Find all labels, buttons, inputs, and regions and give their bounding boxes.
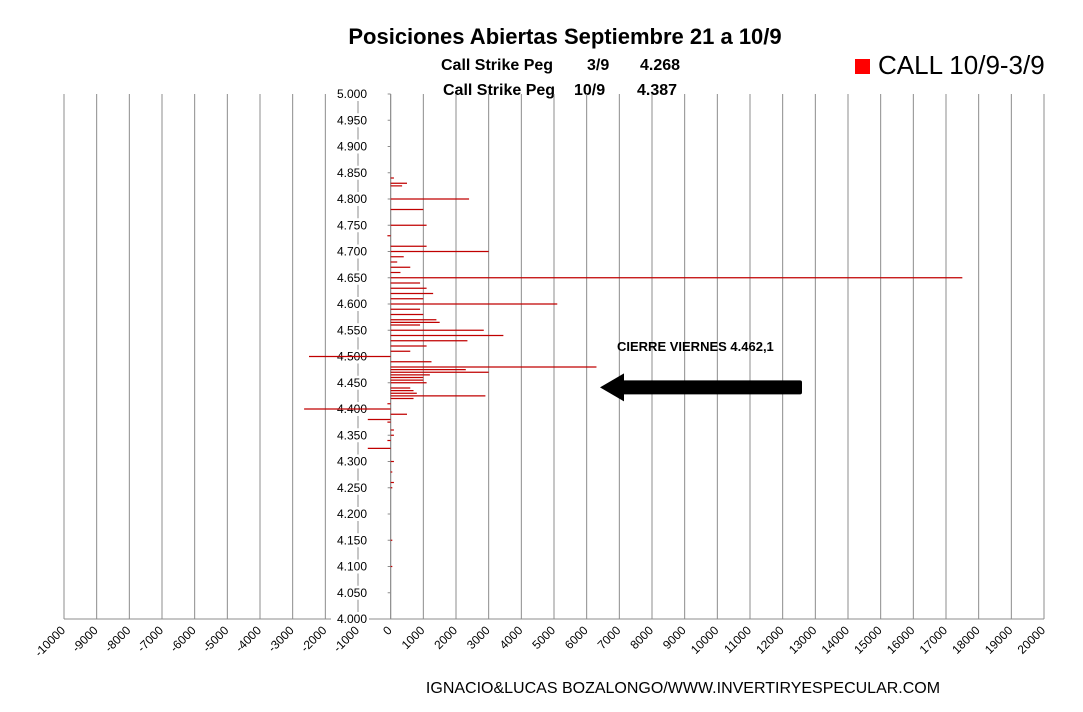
x-tick-label: 20000 [1015, 623, 1049, 657]
chart-title: Posiciones Abiertas Septiembre 21 a 10/9 [348, 24, 781, 49]
x-axis-tick-labels: -10000 -9000 -8000 -7000 -6000 -5000 -4000 -300… [32, 623, 1049, 660]
x-tick-label: -7000 [135, 623, 167, 655]
y-tick-label: 4.300 [337, 455, 367, 469]
y-tick-label: 4.250 [337, 481, 367, 495]
vertical-gridlines [63, 94, 1045, 619]
x-tick-label: -9000 [69, 623, 101, 655]
x-tick-label: 16000 [884, 623, 918, 657]
legend-label: CALL 10/9-3/9 [878, 50, 1045, 80]
x-tick-label: 14000 [819, 623, 853, 657]
legend: CALL 10/9-3/9 [855, 50, 1045, 80]
y-tick-label-bg [331, 612, 369, 626]
x-tick-label: -3000 [265, 623, 297, 655]
y-axis: 4.000 4.050 4.100 4.150 4.200 4.250 4.300 4.350… [64, 87, 1044, 626]
x-tick-label: 19000 [982, 623, 1016, 657]
subtitle-line-2: Call Strike Peg 10/9 4.387 [443, 82, 677, 99]
x-tick-label: 3000 [464, 623, 493, 652]
x-tick-label: 12000 [753, 623, 787, 657]
x-tick-label: 0 [380, 623, 395, 638]
x-tick-label: -8000 [102, 623, 134, 655]
x-tick-label: 8000 [627, 623, 656, 652]
y-tick-label-bg [331, 218, 369, 233]
y-tick-label-bg [331, 480, 369, 495]
y-tick-label: 4.050 [337, 586, 367, 600]
legend-swatch [855, 59, 870, 74]
x-tick-label: -4000 [233, 623, 265, 655]
y-tick-label: 4.800 [337, 192, 367, 206]
y-tick-label-bg [331, 375, 369, 390]
y-tick-label: 4.350 [337, 428, 367, 442]
x-tick-label: -6000 [167, 623, 199, 655]
y-tick-label: 4.900 [337, 140, 367, 154]
y-tick-label-bg [331, 533, 369, 548]
y-tick-label: 4.650 [337, 271, 367, 285]
x-tick-label: -2000 [298, 623, 330, 655]
y-tick-label: 5.000 [337, 87, 367, 101]
x-tick-label: 1000 [399, 623, 428, 652]
subtitle-2-value: 4.387 [637, 82, 677, 99]
subtitle-2-label: Call Strike Peg [443, 82, 555, 99]
y-tick-label-bg [331, 244, 369, 259]
x-tick-label: 13000 [786, 623, 820, 657]
x-tick-label: -5000 [200, 623, 232, 655]
y-tick-label: 4.600 [337, 297, 367, 311]
x-tick-label: 2000 [431, 623, 460, 652]
bar-series [304, 177, 963, 568]
y-tick-label-bg [331, 507, 369, 521]
x-tick-label: 17000 [917, 623, 951, 657]
y-tick-label-bg [331, 454, 369, 469]
x-tick-label: -1000 [331, 623, 363, 655]
x-tick-label: 4000 [497, 623, 526, 652]
arrow-head [600, 373, 624, 402]
x-tick-label: 10000 [688, 623, 722, 657]
x-tick-label: 11000 [721, 623, 754, 656]
subtitle-line-1: Call Strike Peg 3/9 4.268 [441, 57, 680, 74]
x-tick-label: 9000 [660, 623, 689, 652]
x-tick-label: 15000 [851, 623, 885, 657]
y-tick-label-bg [331, 270, 369, 285]
y-tick-label: 4.550 [337, 323, 367, 337]
annotation-arrow [600, 373, 802, 402]
annotation-label: CIERRE VIERNES 4.462,1 [617, 339, 774, 354]
x-tick-label: 6000 [562, 623, 591, 652]
y-tick-label-bg [331, 113, 369, 128]
y-tick-label: 4.450 [337, 376, 367, 390]
subtitle-1-date: 3/9 [587, 57, 609, 74]
y-tick-label-bg [331, 87, 369, 101]
y-tick-label-bg [331, 323, 369, 338]
y-tick-label-bg [331, 585, 369, 600]
subtitle-1-label: Call Strike Peg [441, 57, 553, 74]
y-tick-label-bg [331, 139, 369, 154]
arrow-shaft [616, 380, 802, 395]
y-tick-label-bg [331, 428, 369, 443]
x-tick-label: 5000 [529, 623, 558, 652]
y-tick-label: 4.150 [337, 533, 367, 547]
y-tick-label: 4.100 [337, 560, 367, 574]
y-tick-label: 4.700 [337, 245, 367, 259]
y-tick-label: 4.750 [337, 218, 367, 232]
y-tick-label: 4.950 [337, 113, 367, 127]
subtitle-1-value: 4.268 [640, 57, 680, 74]
y-tick-label: 4.000 [337, 612, 367, 626]
y-tick-label-bg [331, 165, 369, 180]
x-tick-label: 18000 [949, 623, 983, 657]
y-tick-label: 4.850 [337, 166, 367, 180]
y-tick-label: 4.200 [337, 507, 367, 521]
y-tick-label-bg [331, 192, 369, 206]
subtitle-2-date: 10/9 [574, 82, 605, 99]
x-tick-label: 7000 [595, 623, 624, 652]
x-tick-label: -10000 [32, 623, 69, 660]
footer-credit: IGNACIO&LUCAS BOZALONGO/WWW.INVERTIRYESP… [426, 680, 940, 697]
y-tick-label-bg [331, 297, 369, 311]
annotation: CIERRE VIERNES 4.462,1 [600, 339, 802, 402]
y-tick-label-bg [331, 559, 369, 574]
